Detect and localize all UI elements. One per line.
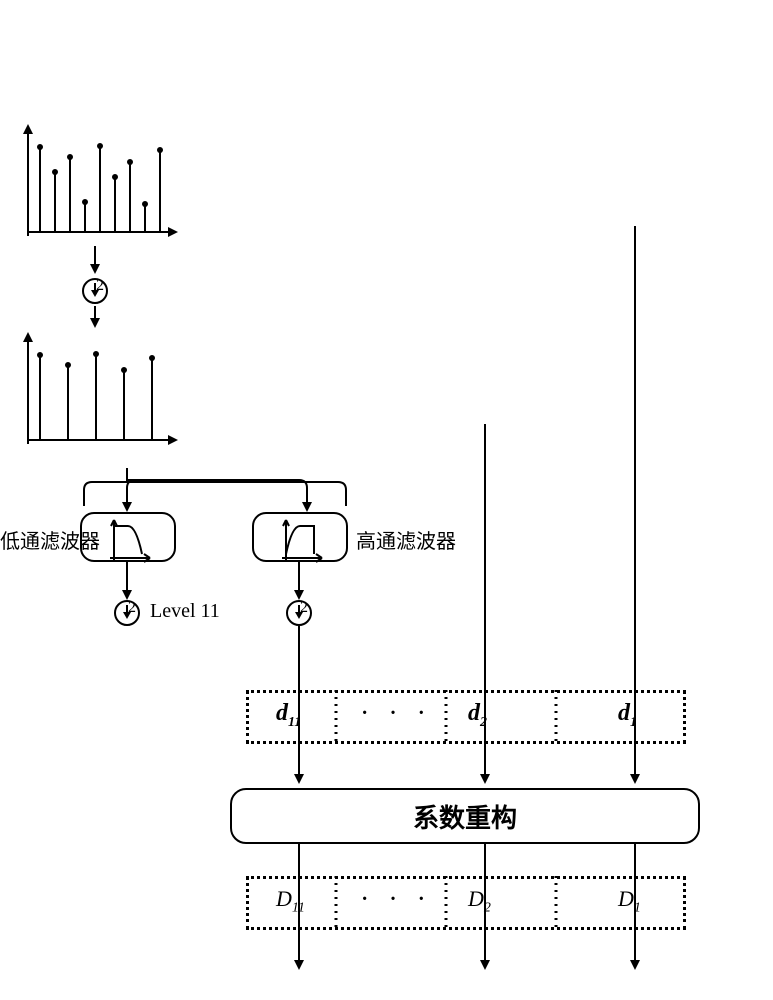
downsample-hp-11 xyxy=(286,600,312,626)
downsample-stem xyxy=(82,278,108,304)
arrow-stem-down xyxy=(88,246,102,276)
d-box-dividers xyxy=(246,690,686,744)
stem-plot-top xyxy=(20,122,180,242)
lowpass-label-11-wrap: 低通滤波器 xyxy=(0,525,100,554)
recon-label: 系数重构 xyxy=(413,798,517,835)
split-bracket-3-fix xyxy=(80,468,350,514)
arrow-stem-down2 xyxy=(88,306,102,330)
lowpass-label-11: 低通滤波器 xyxy=(0,525,100,554)
down2-stem-text: 2 xyxy=(96,277,104,295)
down2-lp11-text: 2 xyxy=(128,599,136,617)
reconstruction-box: 系数重构 xyxy=(230,788,700,844)
downsample-lp-11 xyxy=(114,600,140,626)
highpass-filter-11 xyxy=(252,512,348,562)
level11-label: Level 11 xyxy=(150,600,220,623)
D-box-dividers xyxy=(246,876,686,930)
arrow-lp11-down xyxy=(120,562,134,602)
down2-hp11-text: 2 xyxy=(300,599,308,617)
highpass-label-11: 高通滤波器 xyxy=(356,525,456,554)
arrow-hp11-down xyxy=(292,562,306,602)
diagram-final: 低通滤波器 高通滤波器 2 2 Level 11 xyxy=(0,0,773,1000)
stem-plot-bot xyxy=(20,330,180,450)
